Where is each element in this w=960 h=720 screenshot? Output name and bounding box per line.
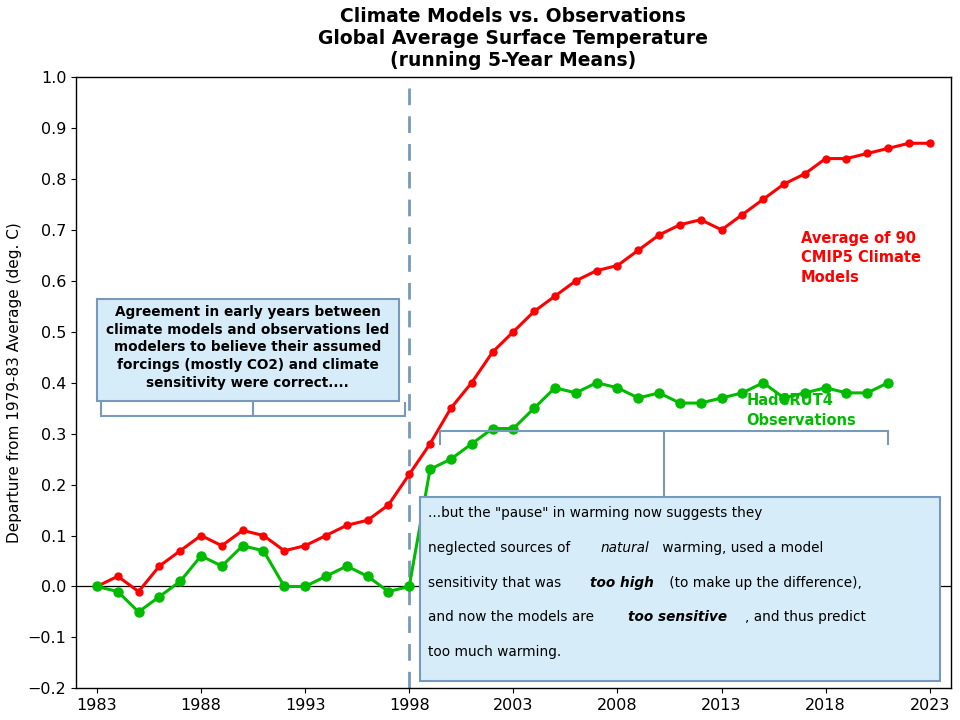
Text: neglected sources of: neglected sources of: [428, 541, 575, 555]
Text: , and thus predict: , and thus predict: [745, 611, 866, 624]
Text: and now the models are: and now the models are: [428, 611, 598, 624]
Text: too high: too high: [589, 576, 654, 590]
Text: warming, used a model: warming, used a model: [658, 541, 823, 555]
Text: http://drroyspencer.com: http://drroyspencer.com: [769, 660, 928, 673]
Y-axis label: Departure from 1979-83 Average (deg. C): Departure from 1979-83 Average (deg. C): [7, 222, 22, 543]
Text: Agreement in early years between
climate models and observations led
modelers to: Agreement in early years between climate…: [107, 305, 390, 390]
Text: Average of 90
CMIP5 Climate
Models: Average of 90 CMIP5 Climate Models: [801, 230, 921, 285]
Text: sensitivity that was: sensitivity that was: [428, 576, 565, 590]
Text: HadCRUT4
Observations: HadCRUT4 Observations: [747, 393, 856, 428]
FancyBboxPatch shape: [97, 299, 398, 400]
Text: natural: natural: [600, 541, 649, 555]
Text: too sensitive: too sensitive: [628, 611, 728, 624]
Text: too much warming.: too much warming.: [428, 645, 562, 659]
Text: ...but the "pause" in warming now suggests they: ...but the "pause" in warming now sugges…: [428, 506, 762, 521]
Title: Climate Models vs. Observations
Global Average Surface Temperature
(running 5-Ye: Climate Models vs. Observations Global A…: [319, 7, 708, 70]
FancyBboxPatch shape: [420, 498, 940, 680]
Text: (to make up the difference),: (to make up the difference),: [665, 576, 862, 590]
